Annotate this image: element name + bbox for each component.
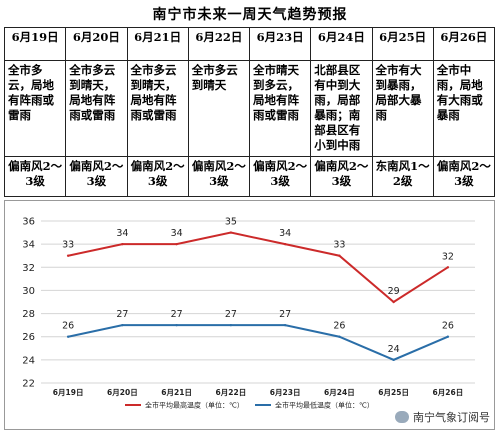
x-tick-label: 6月21日 <box>161 388 192 397</box>
data-point <box>66 335 70 338</box>
x-tick-label: 6月24日 <box>324 388 355 397</box>
data-label: 26 <box>442 321 454 332</box>
wind-cell: 偏南风2～3级 <box>187 156 251 197</box>
data-label: 34 <box>116 228 128 239</box>
weather-row: 全市多云，局地有阵雨或雷雨 全市多云到晴天，局地有阵雨或雷雨 全市多云到晴天，局… <box>3 59 496 158</box>
data-point <box>446 266 450 269</box>
data-label: 29 <box>388 286 400 297</box>
watermark: 南宁气象订阅号 <box>395 409 490 425</box>
data-point <box>392 358 395 362</box>
data-point <box>229 231 233 234</box>
data-point <box>229 323 233 327</box>
weather-cell: 全市多云到晴天，局地有阵雨或雷雨 <box>126 59 189 158</box>
y-tick-label: 24 <box>22 355 35 366</box>
date-cell: 6月23日 <box>248 27 312 61</box>
date-cell: 6月22日 <box>187 27 251 61</box>
data-point <box>175 242 178 246</box>
wind-cell: 偏南风2～3级 <box>126 156 189 197</box>
data-label: 35 <box>225 217 237 228</box>
y-tick-label: 22 <box>22 379 35 390</box>
x-tick-label: 6月19日 <box>53 388 84 397</box>
data-label: 33 <box>62 240 74 251</box>
temperature-chart: 22 24 26 28 30 32 34 36 6月19日 6月20日 6月21日 6月22日 6月23… <box>4 200 495 430</box>
wind-cell: 偏南风2～3级 <box>65 156 128 197</box>
date-cell: 6月24日 <box>310 27 373 61</box>
wind-cell: 东南风1～2级 <box>371 156 434 197</box>
weather-cell: 全市多云，局地有阵雨或雷雨 <box>3 59 67 158</box>
x-tick-label: 6月26日 <box>433 388 464 397</box>
date-row: 6月19日 6月20日 6月21日 6月22日 6月23日 6月24日 6月25… <box>3 27 496 61</box>
data-point <box>283 323 287 327</box>
y-tick-label: 30 <box>22 286 35 297</box>
y-tick-label: 36 <box>22 217 35 228</box>
y-tick-label: 34 <box>22 240 35 251</box>
watermark-text: 南宁气象订阅号 <box>413 411 490 424</box>
x-tick-label: 6月20日 <box>107 388 138 397</box>
series-line <box>67 324 449 361</box>
data-point <box>121 242 124 246</box>
x-tick-label: 6月23日 <box>270 388 301 397</box>
data-point <box>121 323 124 327</box>
data-label: 27 <box>171 309 183 320</box>
data-label: 27 <box>279 309 291 320</box>
data-point <box>66 254 70 257</box>
data-label: 26 <box>62 321 74 332</box>
data-label: 26 <box>333 321 345 332</box>
date-cell: 6月19日 <box>3 27 67 61</box>
weather-cell: 全市有大到暴雨，局部大暴雨 <box>371 59 434 158</box>
x-tick-label: 6月25日 <box>378 388 409 397</box>
forecast-table: 6月19日 6月20日 6月21日 6月22日 6月23日 6月24日 6月25… <box>3 27 496 197</box>
series-line <box>67 231 449 304</box>
data-point <box>392 300 395 304</box>
weather-cell: 全市多云到晴天 <box>187 59 251 158</box>
x-tick-label: 6月22日 <box>216 388 247 397</box>
data-point <box>283 242 287 246</box>
weather-cell: 全市多云到晴天，局地有阵雨或雷雨 <box>65 59 128 158</box>
wind-cell: 偏南风2～3级 <box>432 156 496 197</box>
y-tick-label: 28 <box>22 309 35 320</box>
data-label: 24 <box>388 344 400 355</box>
data-label: 33 <box>333 240 345 251</box>
data-point <box>175 323 178 327</box>
wind-cell: 偏南风2～3级 <box>310 156 373 197</box>
y-tick-label: 32 <box>22 263 35 274</box>
data-point <box>338 254 341 257</box>
legend-label: 全市平均最高温度（单位：℃） <box>145 401 244 410</box>
data-label: 27 <box>116 309 128 320</box>
date-cell: 6月26日 <box>432 27 496 61</box>
legend-label: 全市平均最低温度（单位：℃） <box>275 401 374 410</box>
temperature-chart-svg: 22 24 26 28 30 32 34 36 6月19日 6月20日 6月21日 6月22日 6月23… <box>22 217 475 410</box>
wind-row: 偏南风2～3级 偏南风2～3级 偏南风2～3级 偏南风2～3级 偏南风2～3级 … <box>3 156 496 197</box>
date-cell: 6月25日 <box>371 27 434 61</box>
date-cell: 6月20日 <box>65 27 128 61</box>
weather-cell: 北部县区有中到大雨，局部暴雨；南部县区有小到中雨 <box>310 59 373 158</box>
date-cell: 6月21日 <box>126 27 189 61</box>
weather-cell: 全市晴天到多云，局地有阵雨或雷雨 <box>248 59 312 158</box>
wechat-icon <box>395 411 409 423</box>
weather-cell: 全市中雨，局地有大雨或暴雨 <box>432 59 496 158</box>
data-label: 27 <box>225 309 237 320</box>
wind-cell: 偏南风2～3级 <box>3 156 67 197</box>
y-tick-label: 26 <box>22 332 35 343</box>
page-title: 南宁市未来一周天气趋势预报 <box>152 7 348 23</box>
data-point <box>338 335 341 338</box>
data-label: 34 <box>279 228 291 239</box>
data-label: 34 <box>171 228 183 239</box>
wind-cell: 偏南风2～3级 <box>248 156 312 197</box>
data-label: 32 <box>442 251 454 262</box>
data-point <box>446 335 450 338</box>
